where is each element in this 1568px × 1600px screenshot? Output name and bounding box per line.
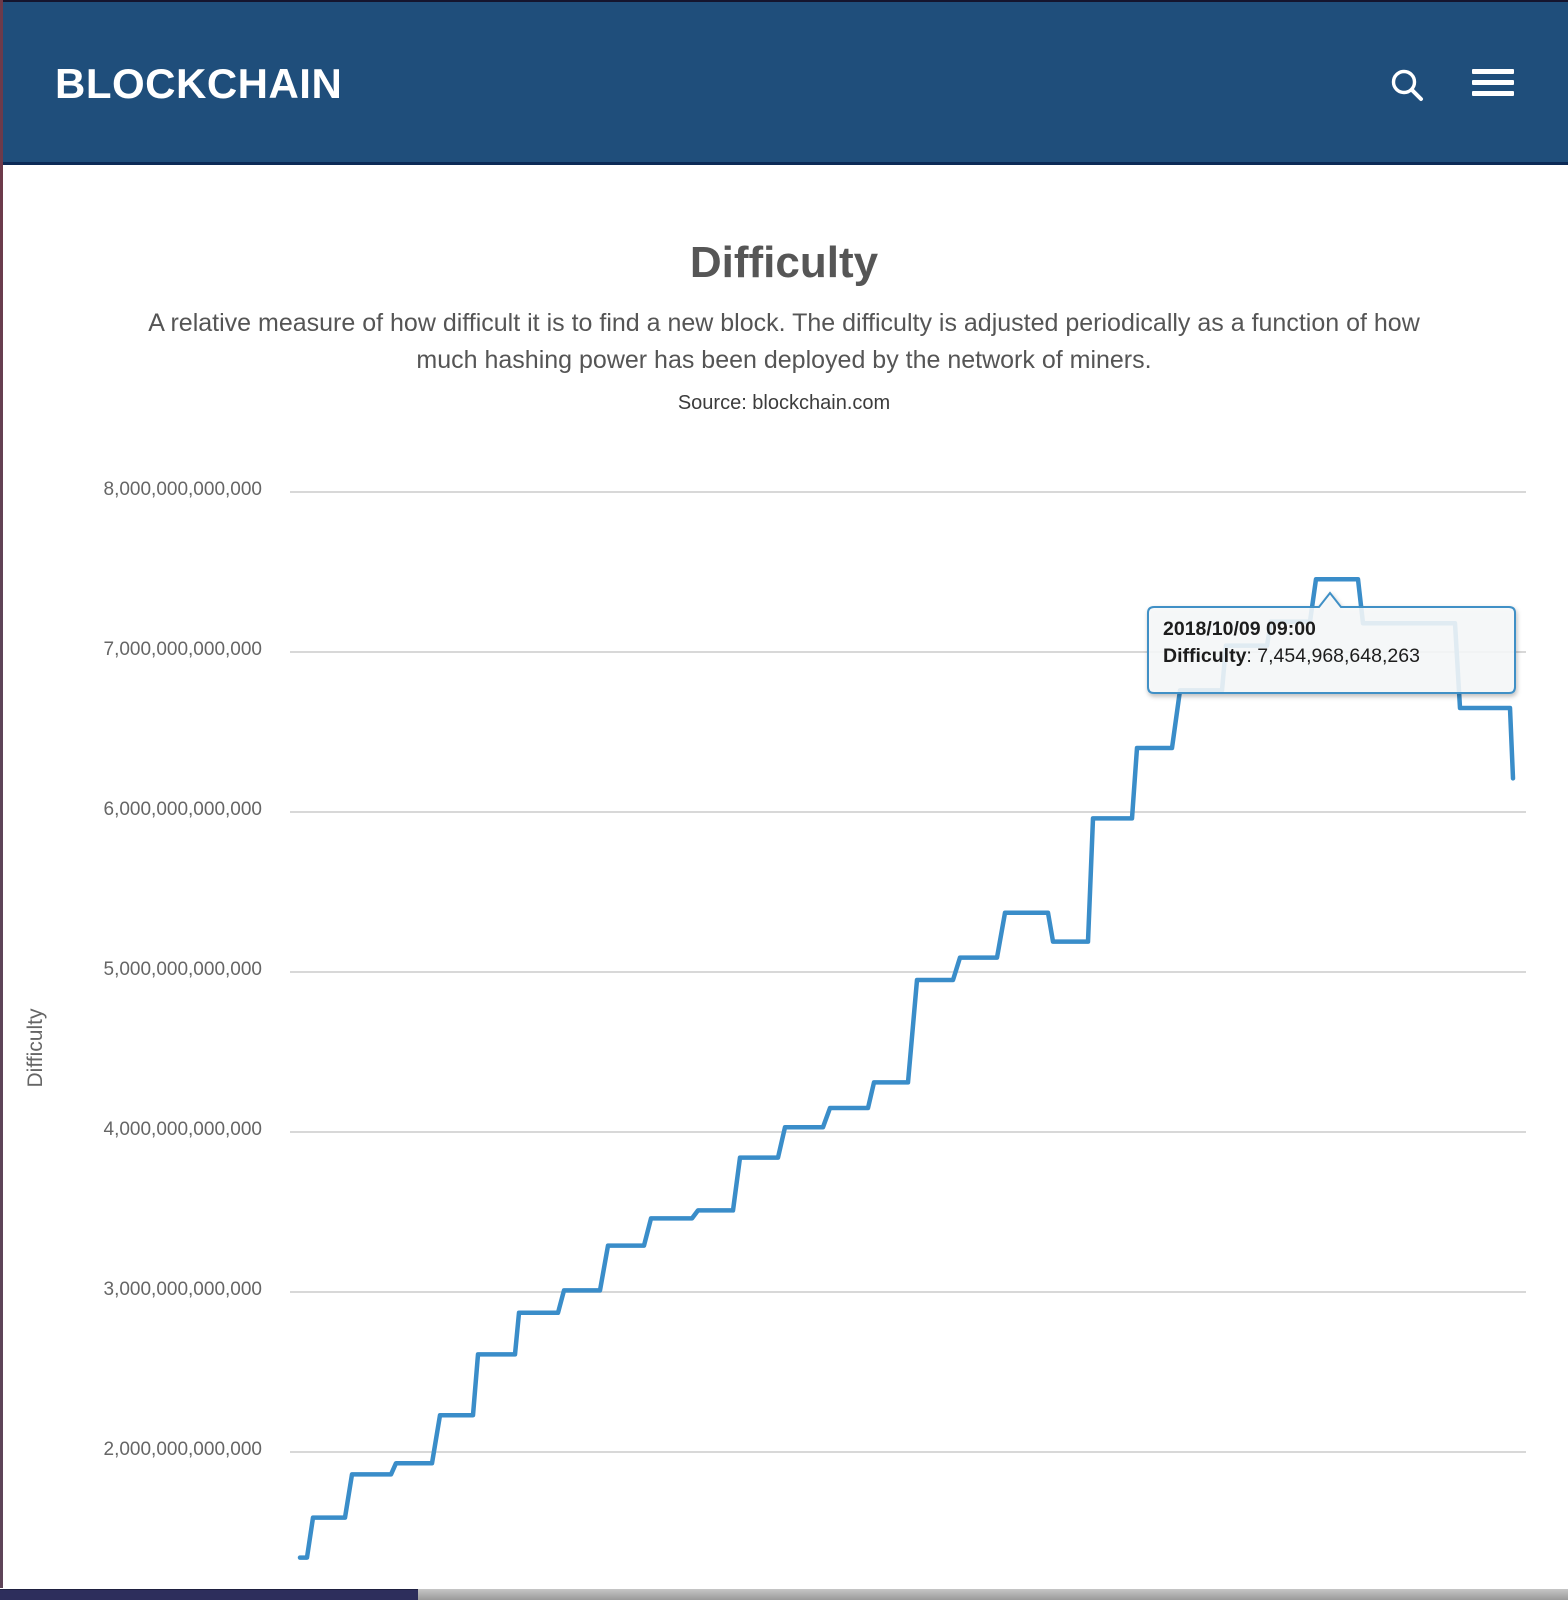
chart-source: Source: blockchain.com xyxy=(677,392,891,414)
bottom-scrollbar[interactable] xyxy=(0,1589,1568,1600)
header: BLOCKCHAIN xyxy=(0,0,1568,165)
y-axis-title: Difficulty xyxy=(24,1008,47,1088)
window-top-edge xyxy=(0,0,1568,2)
blockchain-logo[interactable]: BLOCKCHAIN xyxy=(55,60,343,107)
page-title: Difficulty xyxy=(689,238,879,287)
y-axis-tick-label: 4,000,000,000,000 xyxy=(103,1119,263,1140)
y-axis-tick-label: 6,000,000,000,000 xyxy=(103,799,263,820)
y-axis-tick-label: 8,000,000,000,000 xyxy=(103,479,263,500)
window-left-edge xyxy=(0,0,3,1588)
menu-bar xyxy=(1472,91,1514,96)
scrollbar-thumb[interactable] xyxy=(0,1589,418,1600)
menu-icon[interactable] xyxy=(1472,69,1514,96)
subtitle-line-1: A relative measure of how difficult it i… xyxy=(148,309,1420,337)
chart-subtitle: A relative measure of how difficult it i… xyxy=(0,305,1568,379)
search-icon[interactable] xyxy=(1390,68,1426,104)
y-axis-tick-label: 2,000,000,000,000 xyxy=(103,1439,263,1460)
scrollbar-track[interactable] xyxy=(418,1589,1568,1600)
subtitle-line-2: much hashing power has been deployed by … xyxy=(416,346,1152,374)
y-axis-tick-label: 7,000,000,000,000 xyxy=(103,639,263,660)
y-axis-tick-label: 3,000,000,000,000 xyxy=(103,1279,263,1300)
menu-bar xyxy=(1472,69,1514,74)
y-axis-tick-label: 5,000,000,000,000 xyxy=(103,959,263,980)
menu-bar xyxy=(1472,80,1514,85)
